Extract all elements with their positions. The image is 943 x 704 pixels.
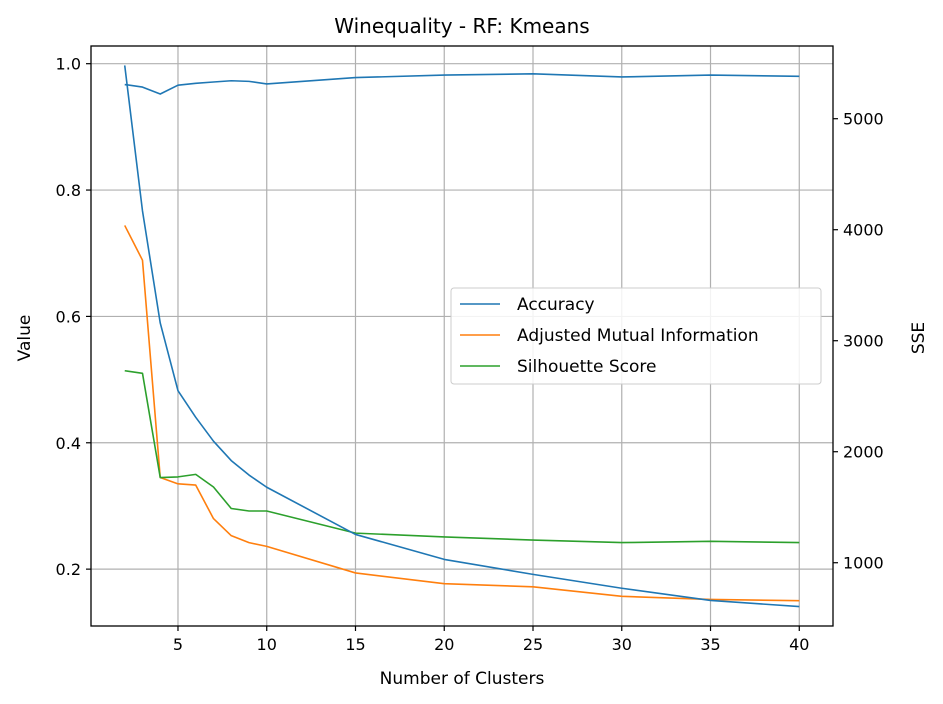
- x-tick-label-10: 10: [257, 635, 277, 654]
- series-line-sse: [123, 65, 800, 608]
- y-tick-label-4: 1.0: [56, 55, 81, 74]
- series-line-silhouette-score: [124, 369, 800, 544]
- legend: Accuracy Adjusted Mutual Information Sil…: [450, 287, 822, 385]
- x-tick-label-40: 40: [789, 635, 809, 654]
- y-tick-label-3: 0.8: [56, 181, 81, 200]
- y2-tick-label-2000: 2000: [843, 443, 884, 462]
- x-tick-label-15: 15: [345, 635, 365, 654]
- chart-title: Winequality - RF: Kmeans: [334, 14, 589, 38]
- y-tick-label-2: 0.6: [56, 307, 81, 326]
- x-tick-label-30: 30: [612, 635, 632, 654]
- x-tick-label-35: 35: [700, 635, 720, 654]
- y-tick-label-1: 0.4: [56, 434, 81, 453]
- legend-label-silhouette: Silhouette Score: [517, 357, 656, 377]
- legend-label-accuracy: Accuracy: [517, 295, 595, 315]
- ticks: 5 10 15 20 25 30 35 40 0.2 0.4 0.6 0.8 1.0 1000 2000 30…: [56, 55, 884, 654]
- series-line-adjusted-mutual-information: [124, 225, 800, 602]
- y2-tick-label-4000: 4000: [843, 221, 884, 240]
- y2-axis-label: SSE: [909, 322, 929, 354]
- y-tick-label-0: 0.2: [56, 560, 81, 579]
- y-axis-label: Value: [15, 315, 35, 362]
- y2-tick-label-3000: 3000: [843, 332, 884, 351]
- series-layer: [123, 65, 800, 608]
- series-line-accuracy: [124, 73, 800, 95]
- y2-tick-label-1000: 1000: [843, 554, 884, 573]
- x-tick-label-25: 25: [523, 635, 543, 654]
- x-axis-label: Number of Clusters: [380, 669, 545, 689]
- y2-tick-label-5000: 5000: [843, 110, 884, 129]
- legend-label-ami: Adjusted Mutual Information: [517, 326, 759, 346]
- legend-box: [450, 287, 822, 385]
- plot-frame: [90, 45, 834, 627]
- x-tick-label-5: 5: [173, 635, 183, 654]
- x-tick-label-20: 20: [434, 635, 454, 654]
